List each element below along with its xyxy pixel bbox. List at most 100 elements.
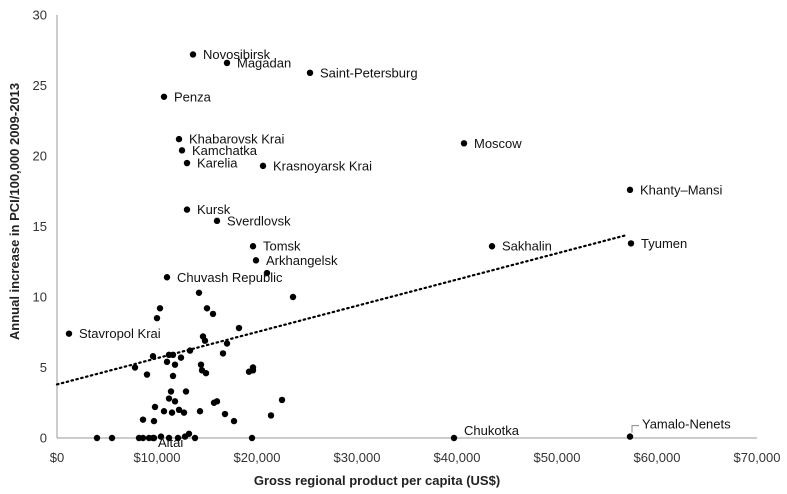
data-point <box>153 314 161 322</box>
x-axis-title: Gross regional product per capita (US$) <box>254 473 500 488</box>
data-point <box>131 364 139 371</box>
point-label: Kamchatka <box>192 143 258 158</box>
data-point <box>488 243 496 250</box>
data-point <box>149 434 157 442</box>
data-point <box>267 412 275 419</box>
point-label: Khanty–Mansi <box>640 182 722 197</box>
data-point <box>252 257 260 264</box>
data-point <box>209 310 217 318</box>
point-label: Penza <box>174 89 212 104</box>
y-tick-label: 15 <box>33 219 47 234</box>
data-point <box>178 147 186 154</box>
y-tick-label: 0 <box>40 431 47 446</box>
x-tick-label: $30,000 <box>334 450 381 465</box>
x-tick-labels: $0 $10,000 $20,000 $30,000 $40,000 $50,000 $60… <box>50 450 781 465</box>
data-point <box>202 369 210 377</box>
point-label: Saint-Petersburg <box>320 65 418 80</box>
data-point <box>195 289 203 296</box>
data-point <box>306 69 314 77</box>
x-tick-label: $40,000 <box>434 450 481 465</box>
data-point <box>213 217 221 225</box>
data-point <box>149 353 157 360</box>
data-point <box>171 361 179 368</box>
x-tick-label: $0 <box>50 450 64 465</box>
y-axis-title: Annual increase in PCI/100,000 2009-2013 <box>7 83 22 340</box>
data-point <box>177 354 185 361</box>
data-point <box>165 434 173 442</box>
data-point <box>180 409 188 416</box>
point-label: Stavropol Krai <box>79 326 161 341</box>
x-tick-label: $10,000 <box>134 450 181 465</box>
data-point <box>460 140 468 147</box>
data-point <box>175 406 183 413</box>
data-point <box>143 371 151 378</box>
data-point <box>189 51 197 58</box>
point-label: Tyumen <box>641 236 687 251</box>
x-tick-label: $70,000 <box>734 450 781 465</box>
data-point <box>450 434 458 442</box>
data-point <box>235 324 243 332</box>
data-point <box>626 186 634 194</box>
data-point <box>168 409 176 416</box>
data-point <box>223 340 231 347</box>
point-label: Yamalo-Nenets <box>642 417 731 432</box>
data-point <box>203 305 211 312</box>
data-point <box>139 416 147 423</box>
point-label: Chukotka <box>464 423 520 438</box>
data-point <box>163 358 171 366</box>
data-points <box>65 51 635 442</box>
data-point <box>156 305 164 312</box>
point-label: Altai <box>158 435 183 450</box>
y-tick-label: 25 <box>33 78 47 93</box>
data-point <box>201 337 209 344</box>
data-point <box>278 396 286 404</box>
label-leader-line <box>631 425 639 433</box>
axes <box>56 15 757 439</box>
data-point <box>165 395 173 402</box>
data-point <box>289 293 297 301</box>
point-label: Chuvash Republic <box>177 270 283 285</box>
data-point <box>197 361 205 368</box>
point-label: Krasnoyarsk Krai <box>273 158 372 173</box>
data-point <box>259 162 267 170</box>
data-point <box>151 403 159 411</box>
trendline <box>55 233 629 386</box>
data-point <box>191 434 199 442</box>
data-point <box>174 434 182 442</box>
data-point <box>182 388 190 395</box>
data-point <box>230 417 238 425</box>
data-point <box>160 408 168 415</box>
data-point <box>186 347 194 354</box>
data-point <box>248 434 256 442</box>
data-point <box>169 351 177 359</box>
data-point <box>219 350 227 357</box>
data-point <box>223 59 231 67</box>
data-point <box>183 159 191 167</box>
x-tick-label: $20,000 <box>234 450 281 465</box>
data-point <box>185 430 193 437</box>
y-tick-labels: 0 5 10 15 20 25 30 <box>33 8 47 446</box>
x-tick-label: $50,000 <box>534 450 581 465</box>
data-point <box>157 433 165 440</box>
data-point <box>221 410 229 418</box>
point-label: Kursk <box>197 202 231 217</box>
data-point <box>169 372 177 380</box>
data-point <box>183 206 191 213</box>
point-label: Novosibirsk <box>203 47 271 62</box>
point-label: Sverdlovsk <box>227 213 291 228</box>
data-point <box>249 243 257 250</box>
data-point <box>626 433 634 440</box>
data-point <box>263 269 271 277</box>
data-point <box>150 417 158 425</box>
data-point <box>249 364 257 371</box>
data-point <box>627 240 635 247</box>
y-tick-label: 30 <box>33 8 47 23</box>
data-point <box>160 93 168 100</box>
y-tick-label: 10 <box>33 290 47 305</box>
point-label: Arkhangelsk <box>266 253 338 268</box>
point-label: Sakhalin <box>502 239 552 254</box>
data-point <box>167 388 175 395</box>
y-tick-label: 5 <box>40 360 47 375</box>
